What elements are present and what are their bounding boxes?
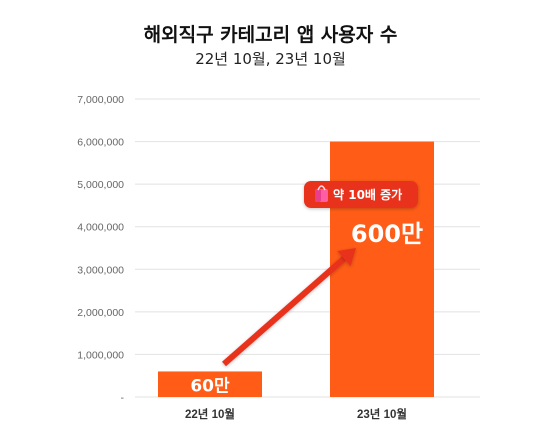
bar	[158, 371, 262, 397]
y-tick-label: 4,000,000	[77, 222, 124, 234]
y-tick-label: 3,000,000	[77, 264, 124, 276]
annotation-label: 약 10배 증가	[333, 187, 402, 202]
y-tick-label: 5,000,000	[77, 179, 124, 191]
y-tick-label: -	[121, 392, 125, 404]
growth-arrow	[222, 248, 356, 367]
y-tick-label: 7,000,000	[77, 94, 124, 106]
badge-background	[304, 181, 418, 208]
data-label: 600만	[351, 220, 423, 248]
y-axis-ticks: - 1,000,000 2,000,000 3,000,000 4,000,000 5,0…	[77, 94, 124, 404]
y-tick-label: 2,000,000	[77, 307, 124, 319]
x-tick-label: 23년 10월	[357, 407, 407, 421]
arrow-shaft	[222, 256, 346, 367]
bar	[330, 141, 434, 397]
y-tick-label: 6,000,000	[77, 137, 124, 149]
chart-subtitle: 22년 10월, 23년 10월	[195, 50, 346, 68]
arrow-head	[337, 248, 356, 267]
annotation-badge: 약 10배 증가	[304, 181, 418, 208]
chart-title: 해외직구 카테고리 앱 사용자 수	[143, 24, 398, 46]
data-label: 60만	[190, 376, 230, 396]
y-tick-label: 1,000,000	[77, 349, 124, 361]
x-tick-label: 22년 10월	[185, 407, 235, 421]
shopping-bag-icon	[315, 185, 328, 202]
x-axis-ticks: 22년 10월 23년 10월	[185, 407, 407, 421]
